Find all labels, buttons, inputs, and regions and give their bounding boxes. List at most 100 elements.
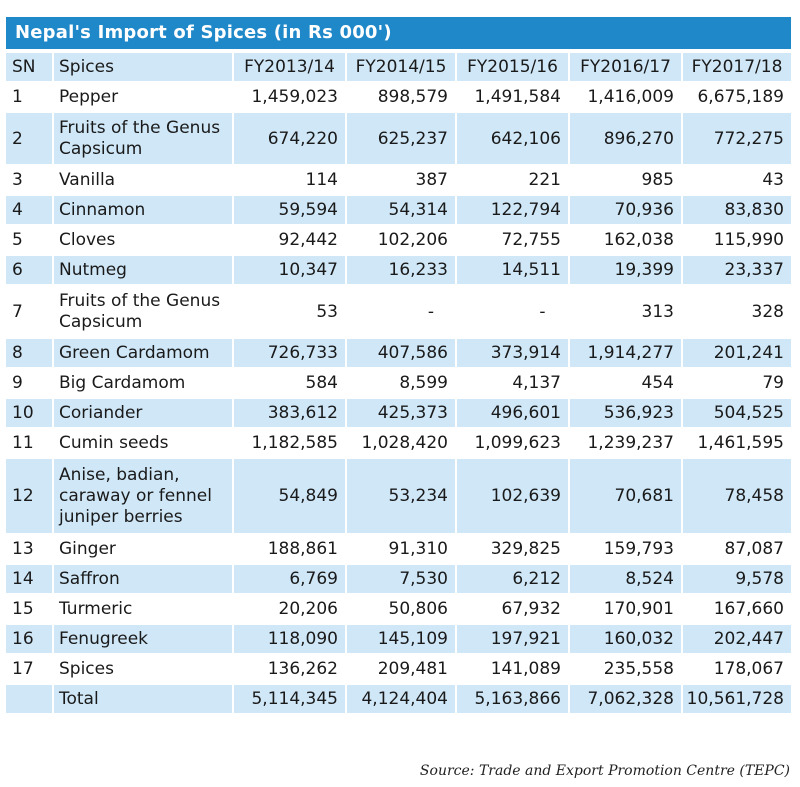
- row-sn: 11: [12, 433, 34, 453]
- row-value: 197,921: [455, 625, 568, 653]
- row-value: 53: [232, 286, 345, 337]
- row-spice-name: Cumin seeds: [52, 429, 232, 457]
- table-row: 13 Ginger 188,861 91,310 329,825 159,793 87,08…: [6, 535, 791, 563]
- row-value: 59,594: [232, 196, 345, 224]
- row-value: 425,373: [345, 399, 455, 427]
- row-value: 122,794: [455, 196, 568, 224]
- column-header: FY2016/17: [568, 53, 681, 81]
- row-value: 54,314: [345, 196, 455, 224]
- row-spice-name: Anise, badian, caraway or fennel juniper…: [52, 459, 232, 533]
- row-value: 102,639: [455, 459, 568, 533]
- row-value: 23,337: [681, 256, 791, 284]
- row-value: 383,612: [232, 399, 345, 427]
- row-value: 114: [232, 166, 345, 194]
- row-value: 79: [681, 369, 791, 397]
- row-value: 16,233: [345, 256, 455, 284]
- row-value: 625,237: [345, 113, 455, 164]
- row-value: 159,793: [568, 535, 681, 563]
- row-value: 373,914: [455, 339, 568, 367]
- row-sn: 17: [12, 659, 34, 679]
- row-value: 1,461,595: [681, 429, 791, 457]
- row-value: 584: [232, 369, 345, 397]
- row-value: 985: [568, 166, 681, 194]
- row-sn: 8: [6, 339, 52, 367]
- row-value: 313: [568, 286, 681, 337]
- row-value: 83,830: [681, 196, 791, 224]
- row-spice-name: Spices: [52, 655, 232, 683]
- row-spice-name: Nutmeg: [52, 256, 232, 284]
- row-value: -: [455, 286, 568, 337]
- row-value: 536,923: [568, 399, 681, 427]
- row-value: 8,599: [345, 369, 455, 397]
- row-value: 50,806: [345, 595, 455, 623]
- row-value: 496,601: [455, 399, 568, 427]
- table-title: Nepal's Import of Spices (in Rs 000'): [6, 17, 791, 49]
- row-spice-name: Total: [52, 685, 232, 713]
- row-value: 19,399: [568, 256, 681, 284]
- row-value: 54,849: [232, 459, 345, 533]
- table-row: 9 Big Cardamom 584 8,599 4,137 454 79: [6, 369, 791, 397]
- row-value: 201,241: [681, 339, 791, 367]
- table-row: 17 Spices 136,262 209,481 141,089 235,558 178,…: [6, 655, 791, 683]
- table-row: 6 Nutmeg 10,347 16,233 14,511 19,399 23,337: [6, 256, 791, 284]
- row-value: 1,182,585: [232, 429, 345, 457]
- row-value: 726,733: [232, 339, 345, 367]
- spices-import-table: SN Spices FY2013/14 FY2014/15 FY2015/16 FY201…: [6, 51, 791, 715]
- row-value: 43: [681, 166, 791, 194]
- row-value: 141,089: [455, 655, 568, 683]
- row-value: 328: [681, 286, 791, 337]
- row-value: 67,932: [455, 595, 568, 623]
- row-value: 235,558: [568, 655, 681, 683]
- row-value: 10,561,728: [681, 685, 791, 713]
- column-header: FY2017/18: [681, 53, 791, 81]
- row-value: 118,090: [232, 625, 345, 653]
- row-value: 387: [345, 166, 455, 194]
- table-row: 7 Fruits of the Genus Capsicum 53- -313 328: [6, 286, 791, 337]
- row-value: 1,028,420: [345, 429, 455, 457]
- row-value: 4,124,404: [345, 685, 455, 713]
- row-spice-name: Turmeric: [52, 595, 232, 623]
- row-value: 1,491,584: [455, 83, 568, 111]
- row-value: 9,578: [681, 565, 791, 593]
- row-value: -: [345, 286, 455, 337]
- row-value: 70,936: [568, 196, 681, 224]
- row-value: 87,087: [681, 535, 791, 563]
- table-row: 2 Fruits of the Genus Capsicum 674,220 625,…: [6, 113, 791, 164]
- row-value: 72,755: [455, 226, 568, 254]
- row-spice-name: Cinnamon: [52, 196, 232, 224]
- table-row: 5 Cloves 92,442 102,206 72,755 162,038 115,990: [6, 226, 791, 254]
- row-value: 1,099,623: [455, 429, 568, 457]
- row-value: 772,275: [681, 113, 791, 164]
- source-note: Source: Trade and Export Promotion Centr…: [419, 763, 790, 779]
- table-row: 4 Cinnamon 59,594 54,314 122,794 70,936 83,830: [6, 196, 791, 224]
- row-value: 136,262: [232, 655, 345, 683]
- row-value: 178,067: [681, 655, 791, 683]
- row-value: 6,769: [232, 565, 345, 593]
- table-row: 11 Cumin seeds 1,182,585 1,028,420 1,099,623…: [6, 429, 791, 457]
- table-row: 16 Fenugreek 118,090 145,109 197,921 160,032 2…: [6, 625, 791, 653]
- row-value: 642,106: [455, 113, 568, 164]
- row-value: 896,270: [568, 113, 681, 164]
- row-sn: 12: [6, 459, 52, 533]
- row-sn: 6: [6, 256, 52, 284]
- row-value: 115,990: [681, 226, 791, 254]
- row-value: 102,206: [345, 226, 455, 254]
- row-value: 454: [568, 369, 681, 397]
- row-value: 91,310: [345, 535, 455, 563]
- row-value: 6,212: [455, 565, 568, 593]
- row-value: 78,458: [681, 459, 791, 533]
- row-sn: 13: [12, 539, 34, 559]
- row-sn: 15: [12, 599, 34, 619]
- row-spice-name: Cloves: [52, 226, 232, 254]
- column-header: FY2013/14: [232, 53, 345, 81]
- row-sn: 3: [12, 170, 23, 190]
- row-value: 162,038: [568, 226, 681, 254]
- table-row: 3 Vanilla 114 387 221 985 43: [6, 166, 791, 194]
- row-value: 4,137: [455, 369, 568, 397]
- row-sn: 10: [6, 399, 52, 427]
- row-value: 221: [455, 166, 568, 194]
- row-sn: 2: [6, 113, 52, 164]
- row-value: 1,416,009: [568, 83, 681, 111]
- row-value: 1,459,023: [232, 83, 345, 111]
